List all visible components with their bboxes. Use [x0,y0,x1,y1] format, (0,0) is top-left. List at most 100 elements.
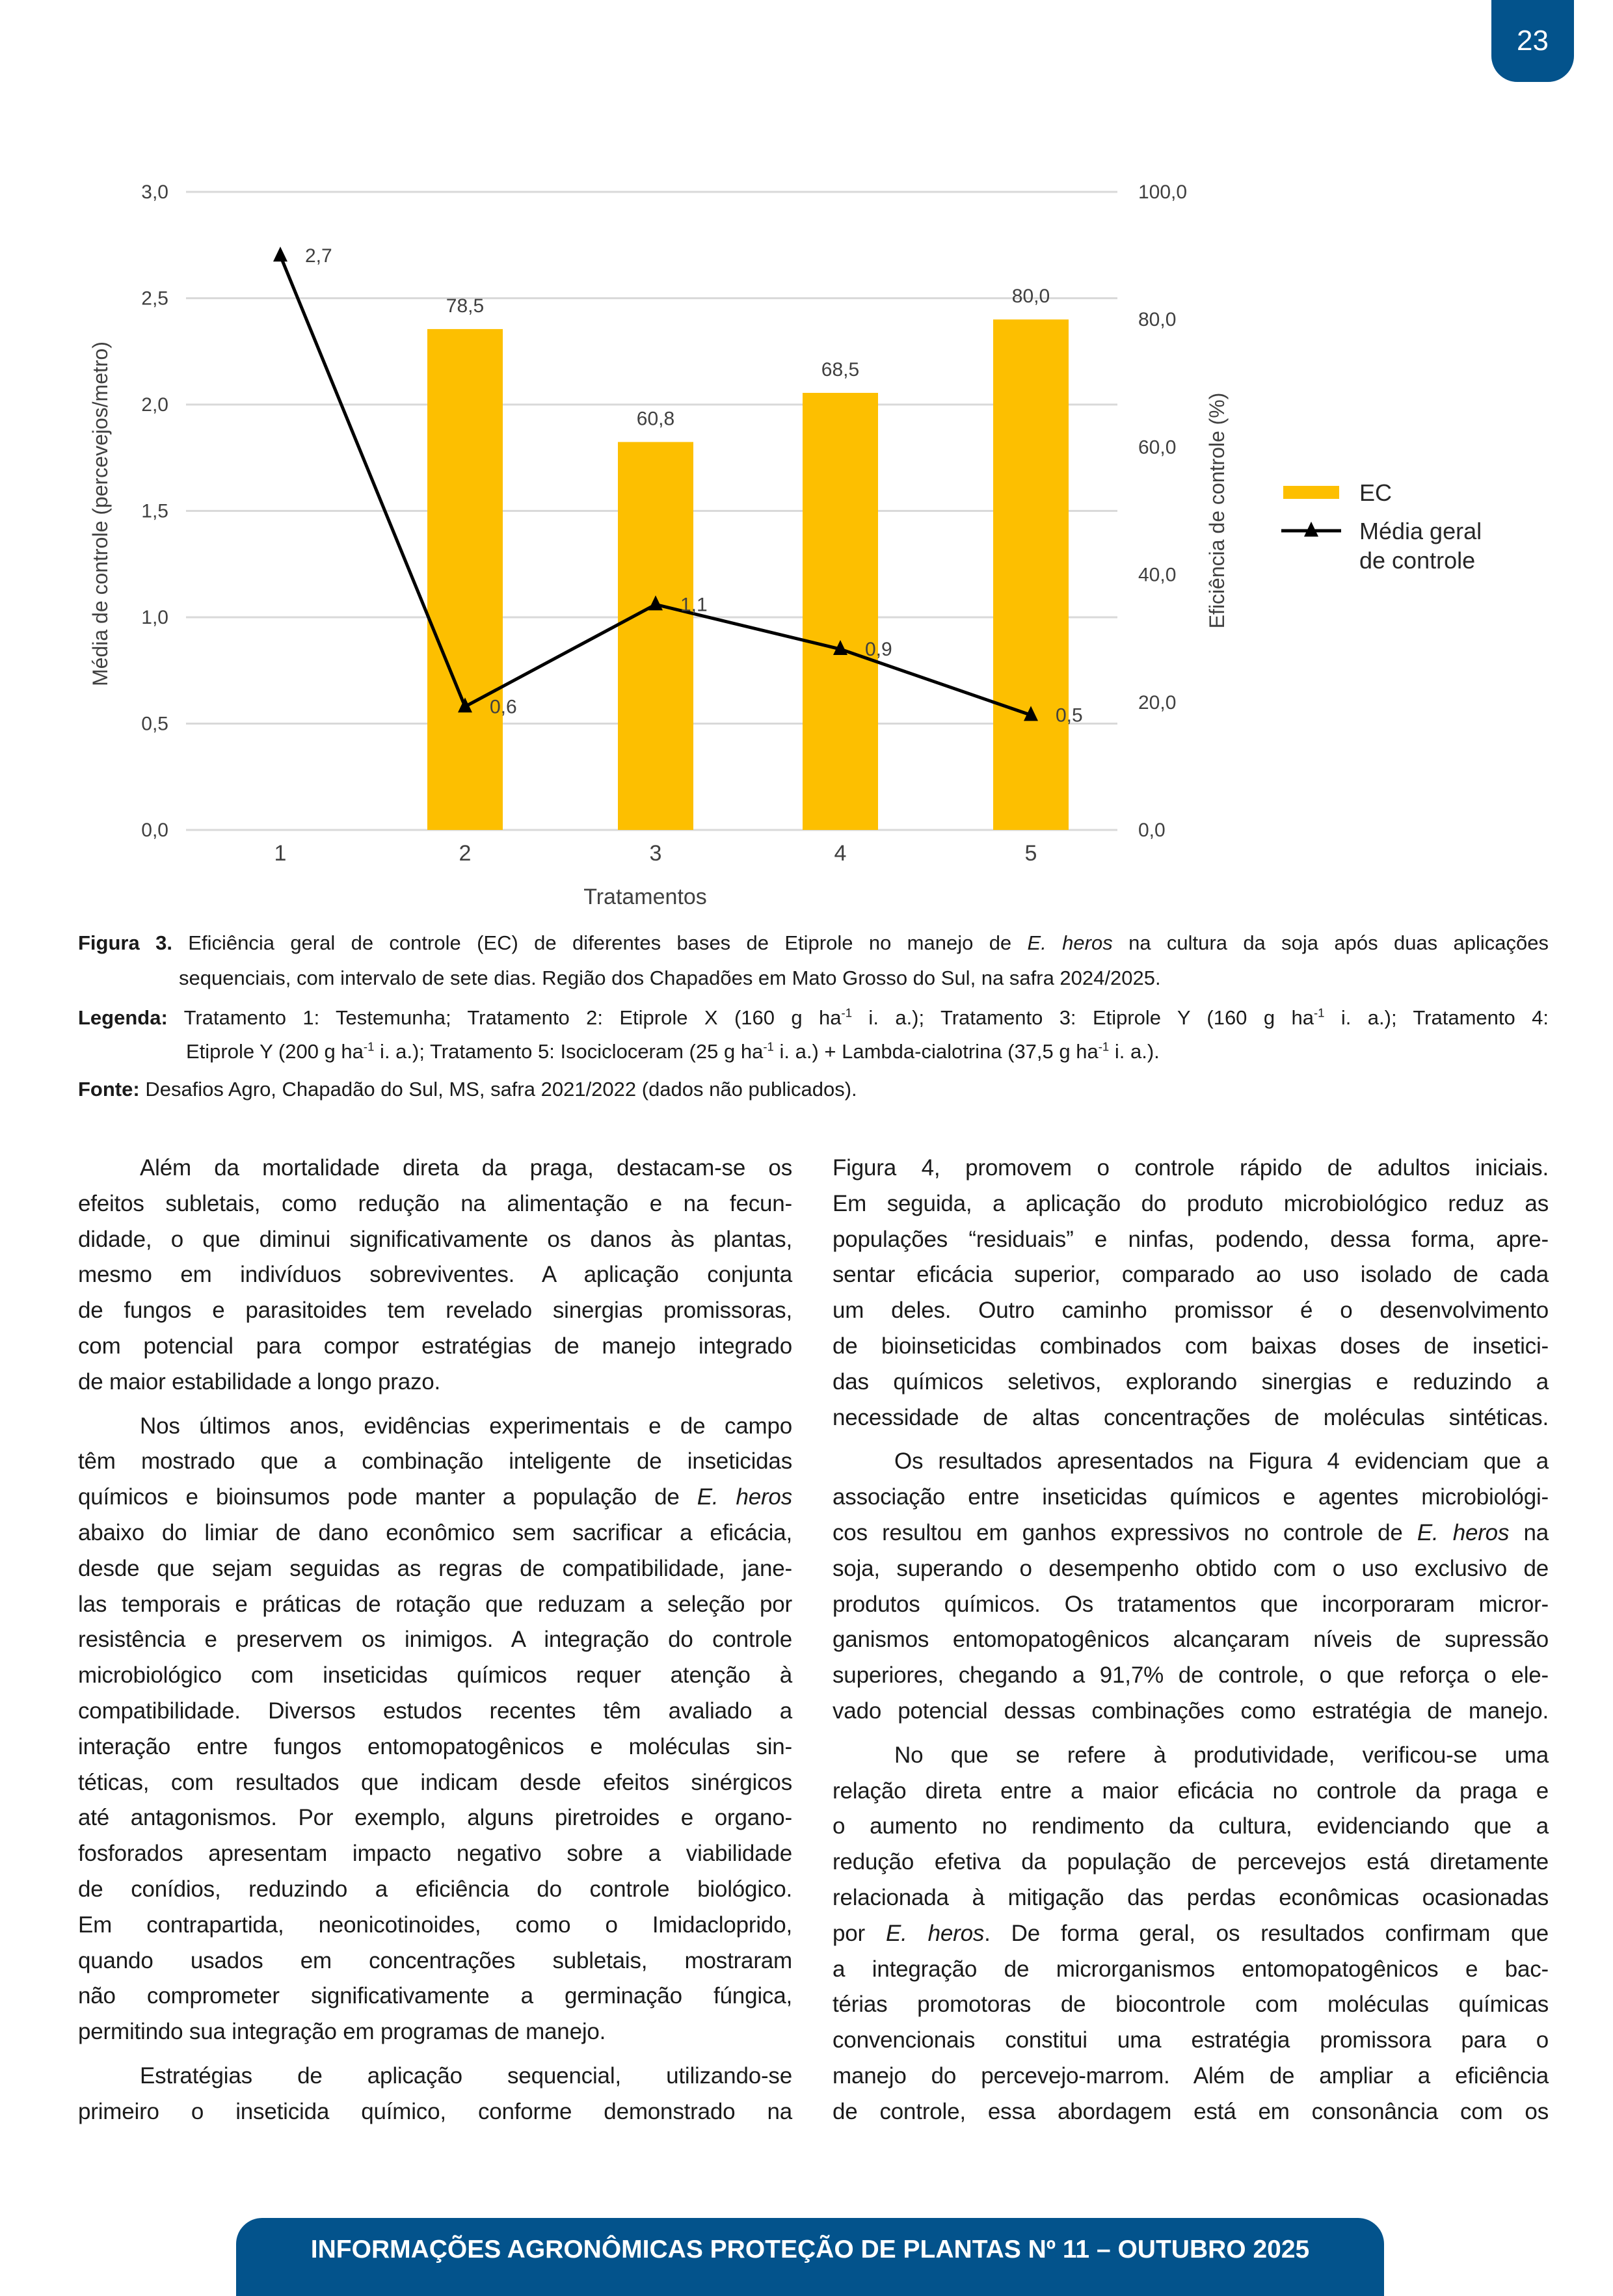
text-run: relacionada à mitigação das perdas econô… [833,1884,1549,1910]
x-tick-label: 2 [459,841,472,866]
text-run: Além da mortalidade direta da praga, des… [140,1155,792,1181]
text-run: i. a.) + Lambda-cialotrina (37,5 g ha [773,1040,1099,1063]
text-run: cos resultou em ganhos expressivos no co… [833,1519,1417,1545]
text-line: populações “residuais” e ninfas, podendo… [833,1222,1549,1258]
y-left-tick-label: 0,5 [141,714,168,735]
footer-banner: INFORMAÇÕES AGRONÔMICAS PROTEÇÃO DE PLAN… [236,2218,1384,2296]
italic-text: E. heros [885,1920,985,1946]
text-run: interação entre fungos entomopatogênicos… [78,1733,792,1759]
bold-label: Legenda: [78,1006,168,1029]
legend-label-ec: EC [1359,479,1392,506]
text-run: vado potencial dessas combinações como e… [833,1698,1549,1724]
body-column-right: Figura 4, promovem o controle rápido de … [833,1151,1549,2139]
caption-line: Legenda: Tratamento 1: Testemunha; Trata… [78,1001,1549,1035]
text-line: convencionais constitui uma estratégia p… [833,2023,1549,2059]
text-run: de controle, essa abordagem está em cons… [833,2098,1549,2124]
text-run: Desafios Agro, Chapadão do Sul, MS, safr… [139,1078,857,1101]
text-run: a integração de microrganismos entomopat… [833,1956,1549,1982]
y-right-tick-label: 40,0 [1138,565,1176,586]
text-run: de conídios, reduzindo a eficiência do c… [78,1876,792,1902]
text-line: téticas, com resultados que indicam desd… [78,1765,792,1801]
paragraph: Além da mortalidade direta da praga, des… [78,1151,792,1400]
y-left-tick-label: 3,0 [141,181,168,203]
italic-text: E. heros [1417,1519,1510,1545]
y-right-axis-title: Eficiência de controle (%) [1205,393,1229,629]
text-run: o aumento no rendimento da cultura, evid… [833,1813,1549,1839]
text-line: têm mostrado que a combinação inteligent… [78,1444,792,1480]
text-run: produtos químicos. Os tratamentos que in… [833,1591,1549,1617]
text-run: desde que sejam seguidas as regras de co… [78,1555,792,1581]
y-left-tick-label: 1,5 [141,501,168,522]
caption-line: Figura 3. Eficiência geral de controle (… [78,926,1549,960]
bar-ec [993,319,1069,830]
superscript: -1 [363,1039,375,1054]
text-line: No que se refere à produtividade, verifi… [833,1738,1549,1774]
text-line: de maior estabilidade a longo prazo. [78,1365,792,1400]
superscript: -1 [841,1006,853,1020]
bar-ec [803,393,878,830]
x-tick-label: 3 [650,841,662,866]
text-line: das químicos seletivos, explorando siner… [833,1365,1549,1400]
triangle-marker [273,247,287,262]
text-line: até antagonismos. Por exemplo, alguns pi… [78,1800,792,1836]
bar-data-label: 60,8 [637,408,674,430]
text-line: superiores, chegando a 91,7% de controle… [833,1658,1549,1694]
text-line: um deles. Outro caminho promissor é o de… [833,1293,1549,1329]
text-line: sentar eficácia superior, comparado ao u… [833,1257,1549,1293]
text-run: térias promotoras de biocontrole com mol… [833,1992,1549,2018]
line-data-label: 0,6 [490,696,517,717]
text-run: sentar eficácia superior, comparado ao u… [833,1262,1549,1288]
line-data-label: 0,9 [865,639,892,660]
text-run: permitindo sua integração em programas d… [78,2019,606,2045]
text-run: ganismos entomopatogênicos alcançaram ní… [833,1627,1549,1653]
text-line: redução efetiva da população de percevej… [833,1845,1549,1880]
text-line: Figura 4, promovem o controle rápido de … [833,1151,1549,1186]
caption-line: sequenciais, com intervalo de sete dias.… [78,961,1549,995]
text-run: de fungos e parasitoides tem revelado si… [78,1298,792,1324]
text-run: fosforados apresentam impacto negativo s… [78,1841,792,1867]
text-line: relacionada à mitigação das perdas econô… [833,1880,1549,1916]
text-run: com potencial para compor estratégias de… [78,1333,792,1359]
y-left-tick-label: 1,0 [141,607,168,628]
caption-line: Etiprole Y (200 g ha-1 i. a.); Tratament… [78,1035,1549,1069]
text-run: por [833,1920,886,1946]
superscript: -1 [1313,1006,1325,1020]
figure-3-chart: 0,0 0,5 1,0 1,5 2,0 2,5 3,0 0,0 20,0 40,0 60,0 80,0… [88,181,1482,909]
text-line: produtos químicos. Os tratamentos que in… [833,1587,1549,1623]
text-line: permitindo sua integração em programas d… [78,2014,792,2050]
text-line: de fungos e parasitoides tem revelado si… [78,1293,792,1329]
text-line: necessidade de altas concentrações de mo… [833,1400,1549,1436]
caption-line: Fonte: Desafios Agro, Chapadão do Sul, M… [78,1073,1549,1106]
x-tick-label: 5 [1025,841,1037,866]
text-run: têm mostrado que a combinação inteligent… [78,1448,792,1475]
x-axis-title: Tratamentos [583,885,707,909]
page-number: 23 [1517,25,1549,57]
text-run: las temporais e práticas de rotação que … [78,1591,792,1617]
text-run: superiores, chegando a 91,7% de controle… [833,1662,1549,1689]
text-run: relação direta entre a maior eficácia no… [833,1778,1549,1804]
text-line: cos resultou em ganhos expressivos no co… [833,1515,1549,1551]
text-line: de controle, essa abordagem está em cons… [833,2094,1549,2130]
text-run: soja, superando o desempenho obtido com … [833,1555,1549,1581]
text-line: Nos últimos anos, evidências experimenta… [78,1409,792,1445]
text-run: Em seguida, a aplicação do produto micro… [833,1190,1549,1216]
text-line: Em contrapartida, neonicotinoides, como … [78,1908,792,1943]
text-line: ganismos entomopatogênicos alcançaram ní… [833,1622,1549,1658]
text-line: associação entre inseticidas químicos e … [833,1480,1549,1515]
y-right-tick-label: 20,0 [1138,692,1176,714]
text-run: necessidade de altas concentrações de mo… [833,1404,1549,1430]
text-line: soja, superando o desempenho obtido com … [833,1551,1549,1587]
text-run: manejo do percevejo-marrom. Além de ampl… [833,2062,1549,2089]
text-line: fosforados apresentam impacto negativo s… [78,1836,792,1872]
text-line: abaixo do limiar de dano econômico sem s… [78,1515,792,1551]
bar-data-label: 78,5 [446,295,484,317]
text-run: Estratégias de aplicação sequencial, uti… [140,2062,792,2089]
y-right-tick-label: 60,0 [1138,436,1176,458]
bold-label: Figura 3. [78,931,172,954]
legend-swatch-ec [1283,486,1339,499]
text-line: Em seguida, a aplicação do produto micro… [833,1186,1549,1222]
bar-data-label: 68,5 [821,359,859,380]
page-number-tab: 23 [1491,0,1574,82]
text-line: manejo do percevejo-marrom. Além de ampl… [833,2059,1549,2094]
legend-label-media-line2: de controle [1359,547,1475,574]
